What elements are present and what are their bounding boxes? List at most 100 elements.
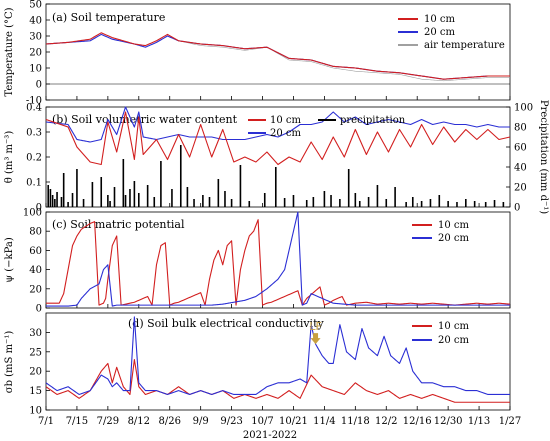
panel-a-title: (a) Soil temperature <box>52 11 165 24</box>
precip-bar <box>274 167 277 207</box>
precip-bar <box>67 202 69 207</box>
series-line-20-cm <box>45 316 511 396</box>
panel-a-legend: 10 cm 20 cm air temperature <box>398 14 505 51</box>
panel-d-title: (d) Soil bulk electrical conductivity <box>128 317 324 330</box>
y-tick-label: 40 <box>29 265 42 276</box>
legend-a-20cm-label: 20 cm <box>424 27 456 38</box>
precip-bar <box>239 165 242 207</box>
panel-c-ylabel: ψ (−kPa) <box>4 237 15 283</box>
x-tick-label: 10/7 <box>251 416 273 427</box>
x-tick-label: 7/29 <box>97 416 119 427</box>
legend-c-10cm-label: 10 cm <box>438 220 470 231</box>
y2-tick-label: 40 <box>514 163 527 174</box>
precip-bar <box>60 197 63 207</box>
legend-b-20cm-label: 20 cm <box>270 128 302 139</box>
y-tick-label: -10 <box>26 96 42 107</box>
precip-bar <box>330 195 332 207</box>
legend-a-air-label: air temperature <box>424 40 505 51</box>
precip-bar <box>100 177 103 207</box>
y2-tick-label: 100 <box>514 103 533 114</box>
precip-bar <box>113 187 116 207</box>
panel-b-series <box>45 106 511 166</box>
x-tick-label: 1/27 <box>499 416 521 427</box>
precip-bar <box>133 181 136 207</box>
panel-c-yticks: 0 20 40 60 80 100 <box>23 208 50 315</box>
precip-bar <box>230 199 233 207</box>
x-tick-label: 12/2 <box>375 416 397 427</box>
panel-c: (c) Soil matric potential ψ (−kPa) 0 20 40… <box>4 208 511 315</box>
precip-bar <box>312 197 315 207</box>
panel-b-bars <box>47 145 505 207</box>
x-tick-label: 1/13 <box>468 416 490 427</box>
precip-bar <box>224 191 226 207</box>
precip-bar <box>217 179 220 207</box>
x-tick-label: 9/9 <box>193 416 209 427</box>
y-tick-label: 100 <box>23 208 42 219</box>
y-tick-label: 0 <box>36 304 42 315</box>
precip-bar <box>56 192 58 207</box>
series-line-10-cm <box>45 111 511 166</box>
panel-d-xticks <box>45 406 511 410</box>
panel-a-yticks: -10 0 10 20 30 40 50 <box>26 0 50 107</box>
x-tick-label: 7/1 <box>38 416 54 427</box>
y-tick-label: 25 <box>29 347 42 358</box>
precip-bar <box>347 169 350 207</box>
precip-bar <box>292 195 295 207</box>
precip-bar <box>385 199 388 207</box>
panel-b-title: (b) Soil volumetric water content <box>52 113 238 126</box>
precip-bar <box>502 202 505 207</box>
precip-bar <box>179 145 182 207</box>
precip-bar <box>283 198 286 207</box>
precip-bar <box>405 202 407 207</box>
x-tick-label: 11/18 <box>341 416 370 427</box>
precip-bar <box>394 187 396 207</box>
panel-d-annotation: LF <box>309 320 322 345</box>
precip-bar <box>202 195 204 207</box>
x-tick-label: 10/21 <box>279 416 308 427</box>
panel-d-legend: 10 cm 20 cm <box>412 321 470 346</box>
series-line-10-cm <box>45 359 511 403</box>
panel-d-ylabel: σb (mS m⁻¹) <box>4 331 15 394</box>
y-tick-label: 40 <box>29 16 42 27</box>
panel-a: (a) Soil temperature Temperature (°C) -1… <box>4 0 511 107</box>
y-tick-label: 60 <box>29 246 42 257</box>
precip-bar <box>493 200 496 207</box>
precip-bar <box>305 200 308 207</box>
panel-d-series <box>45 316 511 403</box>
y-tick-label: 0 <box>36 80 42 91</box>
y-tick-label: 0 <box>36 203 42 214</box>
precip-bar <box>411 197 414 207</box>
precip-bar <box>339 199 341 207</box>
precip-bar <box>367 197 370 207</box>
x-tick-labels: 7/1 7/15 7/29 8/12 8/26 9/9 9/23 10/7 10/21 11/4 1… <box>38 416 521 427</box>
precip-bar <box>376 185 379 207</box>
legend-d-10cm-label: 10 cm <box>438 321 470 332</box>
y-tick-label: 80 <box>29 227 42 238</box>
panel-c-series <box>45 211 511 307</box>
precip-bar <box>47 185 50 207</box>
legend-a-10cm-label: 10 cm <box>424 14 456 25</box>
x-tick-label: 8/26 <box>158 416 180 427</box>
y-tick-label: 0.3 <box>26 128 42 139</box>
panel-c-frame <box>45 211 511 309</box>
lf-arrow-icon <box>310 333 321 345</box>
panel-c-legend: 10 cm 20 cm <box>412 220 470 244</box>
precip-bar <box>146 185 149 207</box>
panel-b-xticks <box>45 203 511 207</box>
precip-bar <box>71 193 74 207</box>
precip-bar <box>160 161 162 207</box>
panel-c-title: (c) Soil matric potential <box>52 218 185 231</box>
y2-tick-label: 20 <box>514 183 527 194</box>
panel-b-legend: 10 cm 20 cm precipitation <box>248 115 406 139</box>
panel-b-yticks: 0 0.1 0.2 0.3 0.4 <box>26 103 50 214</box>
precip-bar <box>208 197 211 207</box>
precip-bar <box>91 182 94 207</box>
x-tick-label: 12/16 <box>403 416 432 427</box>
legend-b-precip-label: precipitation <box>340 115 406 126</box>
precip-bar <box>124 195 127 207</box>
precip-bar <box>107 195 109 207</box>
y-tick-label: 0.4 <box>26 103 42 114</box>
panel-a-ylabel: Temperature (°C) <box>4 7 15 96</box>
panel-d-yticks: 10 15 20 25 30 <box>29 328 50 417</box>
precip-bar <box>122 159 125 207</box>
